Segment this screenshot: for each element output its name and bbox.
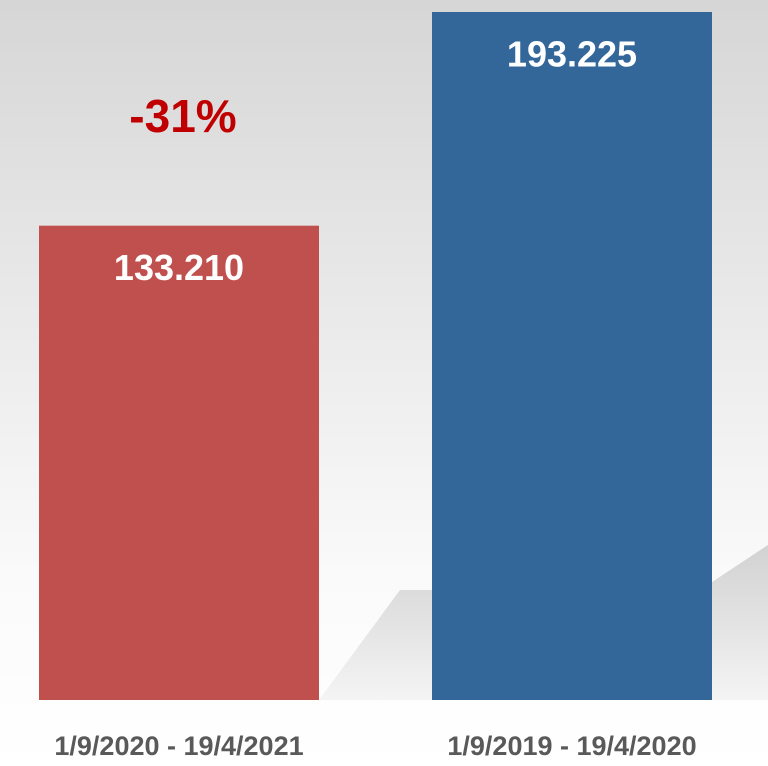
- value-label: 193.225: [507, 34, 637, 75]
- value-label: 133.210: [114, 247, 244, 288]
- x-tick-label: 1/9/2020 - 19/4/2021: [54, 731, 303, 761]
- x-tick-label: 1/9/2019 - 19/4/2020: [447, 731, 696, 761]
- bar: [432, 12, 712, 700]
- bar: [39, 225, 319, 700]
- annotation: -31%: [129, 90, 236, 142]
